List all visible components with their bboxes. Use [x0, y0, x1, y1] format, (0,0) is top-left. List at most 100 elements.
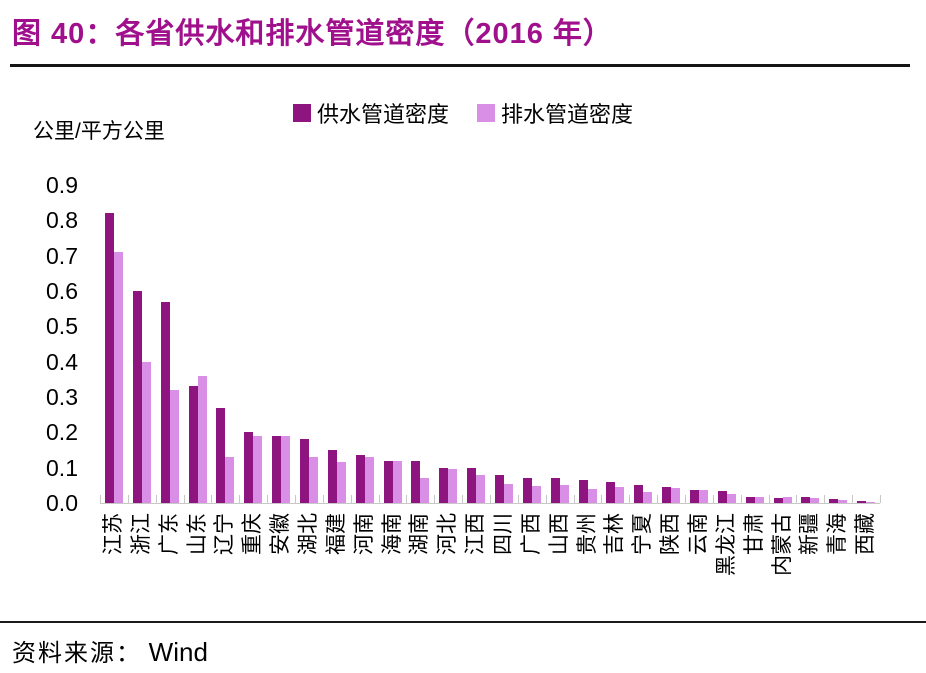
- bar-排水管道密度-陕西: [671, 487, 681, 503]
- bar-排水管道密度-福建: [336, 462, 346, 503]
- x-axis-label-cell: 河北: [434, 511, 462, 629]
- bar-排水管道密度-广西: [531, 486, 541, 503]
- bar-排水管道密度-内蒙古: [782, 496, 792, 503]
- x-axis-tick-mark: [657, 495, 659, 503]
- y-axis-tick-label: 0.9: [46, 172, 78, 198]
- x-axis-label-广西: 广西: [519, 513, 543, 555]
- x-axis-tick-mark: [322, 495, 324, 503]
- x-axis-label-安徽: 安徽: [269, 513, 293, 555]
- bar-排水管道密度-青海: [838, 499, 848, 503]
- bar-排水管道密度-湖北: [308, 457, 318, 503]
- x-axis-tick-mark: [852, 495, 854, 503]
- bar-排水管道密度-山东: [197, 375, 207, 503]
- x-axis-label-吉林: 吉林: [603, 513, 627, 555]
- source-prefix: 资料来源：: [12, 641, 142, 667]
- bar-排水管道密度-重庆: [253, 435, 263, 503]
- bar-group-黑龙江: [713, 185, 741, 503]
- x-axis-tick-mark: [378, 495, 380, 503]
- x-axis-label-湖北: 湖北: [296, 513, 320, 555]
- x-axis-label-黑龙江: 黑龙江: [714, 513, 738, 576]
- y-axis-tick-label: 0.0: [46, 490, 78, 516]
- x-axis-label-cell: 贵州: [574, 511, 602, 629]
- x-axis-label-甘肃: 甘肃: [742, 513, 766, 555]
- bar-group-安徽: [267, 185, 295, 503]
- bar-group-福建: [323, 185, 351, 503]
- bar-供水管道密度-湖北: [299, 439, 309, 503]
- x-axis-label-cell: 吉林: [601, 511, 629, 629]
- x-axis-label-内蒙古: 内蒙古: [770, 513, 794, 576]
- bar-供水管道密度-山东: [188, 386, 198, 503]
- x-axis-label-cell: 新疆: [796, 511, 824, 629]
- bar-排水管道密度-河北: [448, 469, 458, 503]
- x-axis-label-cell: 黑龙江: [713, 511, 741, 629]
- x-axis-label-山东: 山东: [185, 513, 209, 555]
- bar-group-浙江: [128, 185, 156, 503]
- figure-title: 图 40：各省供水和排水管道密度（2016 年）: [12, 18, 613, 50]
- x-axis-label-cell: 江苏: [100, 511, 128, 629]
- y-axis-tick-label: 0.1: [46, 454, 78, 481]
- bottom-divider: [0, 621, 926, 623]
- bar-group-广东: [156, 185, 184, 503]
- x-axis-label-海南: 海南: [380, 513, 404, 555]
- bar-供水管道密度-云南: [689, 490, 699, 503]
- bar-供水管道密度-海南: [383, 460, 393, 503]
- bar-group-重庆: [239, 185, 267, 503]
- x-axis-label-河北: 河北: [436, 513, 460, 555]
- x-axis-label-cell: 湖南: [406, 511, 434, 629]
- x-axis-label-江西: 江西: [464, 513, 488, 555]
- x-axis-tick-mark: [768, 495, 770, 503]
- bar-group-陕西: [657, 185, 685, 503]
- x-axis-label-宁夏: 宁夏: [631, 513, 655, 555]
- bar-group-吉林: [601, 185, 629, 503]
- y-axis-tick-label: 0.3: [46, 384, 78, 410]
- bar-group-云南: [685, 185, 713, 503]
- x-axis-label-河南: 河南: [352, 513, 376, 555]
- bar-排水管道密度-湖南: [420, 478, 430, 503]
- bar-group-湖南: [406, 185, 434, 503]
- x-axis-tick-mark: [824, 495, 826, 503]
- bar-供水管道密度-河北: [439, 467, 449, 503]
- bar-供水管道密度-浙江: [132, 291, 142, 503]
- bar-排水管道密度-吉林: [615, 487, 625, 503]
- bar-group-内蒙古: [769, 185, 797, 503]
- bar-供水管道密度-贵州: [578, 480, 588, 503]
- bar-供水管道密度-河南: [355, 455, 365, 503]
- bar-group-广西: [518, 185, 546, 503]
- x-axis-tick-mark: [100, 495, 101, 503]
- x-axis-label-陕西: 陕西: [659, 513, 683, 555]
- bar-group-山东: [184, 185, 212, 503]
- x-axis-label-青海: 青海: [826, 513, 850, 555]
- x-axis-tick-mark: [462, 495, 464, 503]
- x-axis-tick-mark: [267, 495, 269, 503]
- supply-series-swatch-icon: [292, 104, 311, 122]
- x-axis-label-cell: 安徽: [267, 511, 295, 629]
- x-axis-tick-mark: [406, 495, 408, 503]
- legend-label-drainage: 排水管道密度: [501, 102, 634, 127]
- x-axis-label-浙江: 浙江: [129, 513, 153, 555]
- bar-group-江苏: [100, 185, 128, 503]
- x-axis-label-湖南: 湖南: [408, 513, 432, 555]
- y-axis-tick-label: 0.8: [46, 207, 78, 234]
- bar-供水管道密度-陕西: [662, 487, 672, 503]
- x-axis-tick-mark: [796, 495, 798, 503]
- bar-group-海南: [379, 185, 407, 503]
- x-axis-label-cell: 海南: [379, 511, 407, 629]
- x-axis-label-云南: 云南: [686, 513, 710, 555]
- x-axis-label-辽宁: 辽宁: [213, 513, 237, 555]
- x-axis-tick-mark: [629, 495, 631, 503]
- x-axis-label-cell: 陕西: [657, 511, 685, 629]
- x-axis-label-cell: 云南: [685, 511, 713, 629]
- x-axis-tick-mark: [350, 495, 352, 503]
- bar-排水管道密度-宁夏: [643, 492, 653, 503]
- y-axis-tick-label: 0.7: [46, 242, 78, 269]
- x-axis-label-新疆: 新疆: [798, 513, 822, 555]
- bar-group-青海: [824, 185, 852, 503]
- y-axis-tick-label: 0.5: [46, 313, 78, 340]
- bar-排水管道密度-黑龙江: [726, 493, 736, 503]
- x-axis-label-cell: 甘肃: [741, 511, 769, 629]
- x-axis-label-四川: 四川: [491, 513, 515, 555]
- bar-供水管道密度-辽宁: [216, 407, 226, 503]
- x-axis-label-cell: 江西: [462, 511, 490, 629]
- bar-group-江西: [462, 185, 490, 503]
- bar-group-河南: [351, 185, 379, 503]
